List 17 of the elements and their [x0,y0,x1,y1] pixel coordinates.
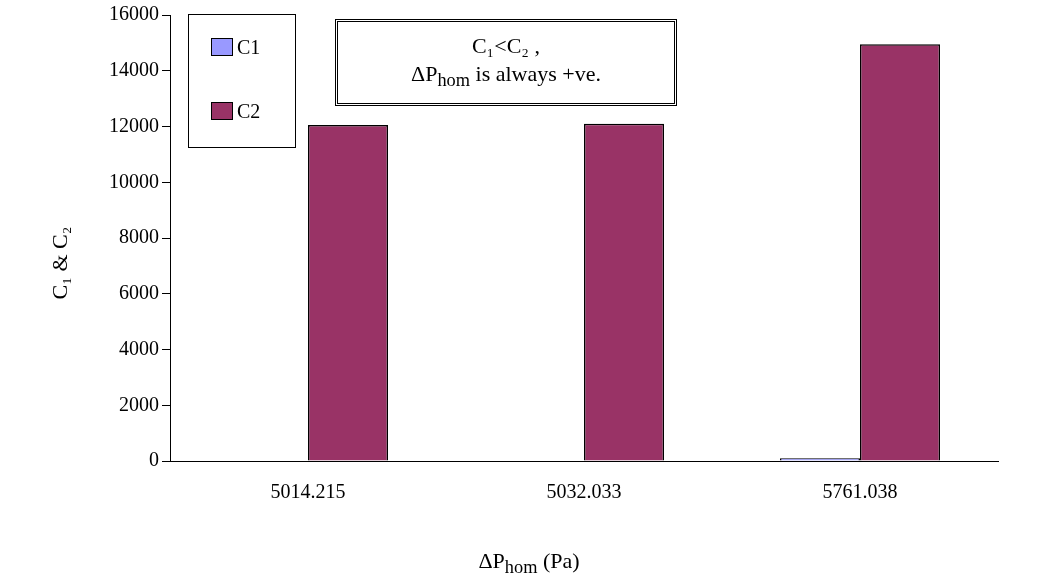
y-tick-label: 2000 [119,392,159,415]
y-tick-label: 4000 [119,336,159,359]
y-tick-label: 0 [149,448,159,471]
y-axis-title: C₁ & C₂ [47,225,73,302]
note-box: C₁<C₂ , ΔP$_{hom}$ is always +ve. [335,19,677,106]
x-tick-label: 5014.215 [270,480,346,503]
x-axis-title: ΔP$_{hom}$ (Pa) [477,548,581,579]
y-tick-label: 14000 [109,58,159,80]
y-tick-label: 6000 [119,281,159,303]
x-tick-label: 5761.038 [822,480,898,503]
y-tick-label: 12000 [109,113,159,136]
legend-label: C1 [236,34,262,60]
x-tick-label: 5032.033 [546,480,622,503]
y-tick-label: 16000 [109,2,159,25]
legend-label: C2 [236,98,262,124]
y-tick-label: 8000 [119,225,159,248]
y-tick-label: 10000 [109,169,159,192]
